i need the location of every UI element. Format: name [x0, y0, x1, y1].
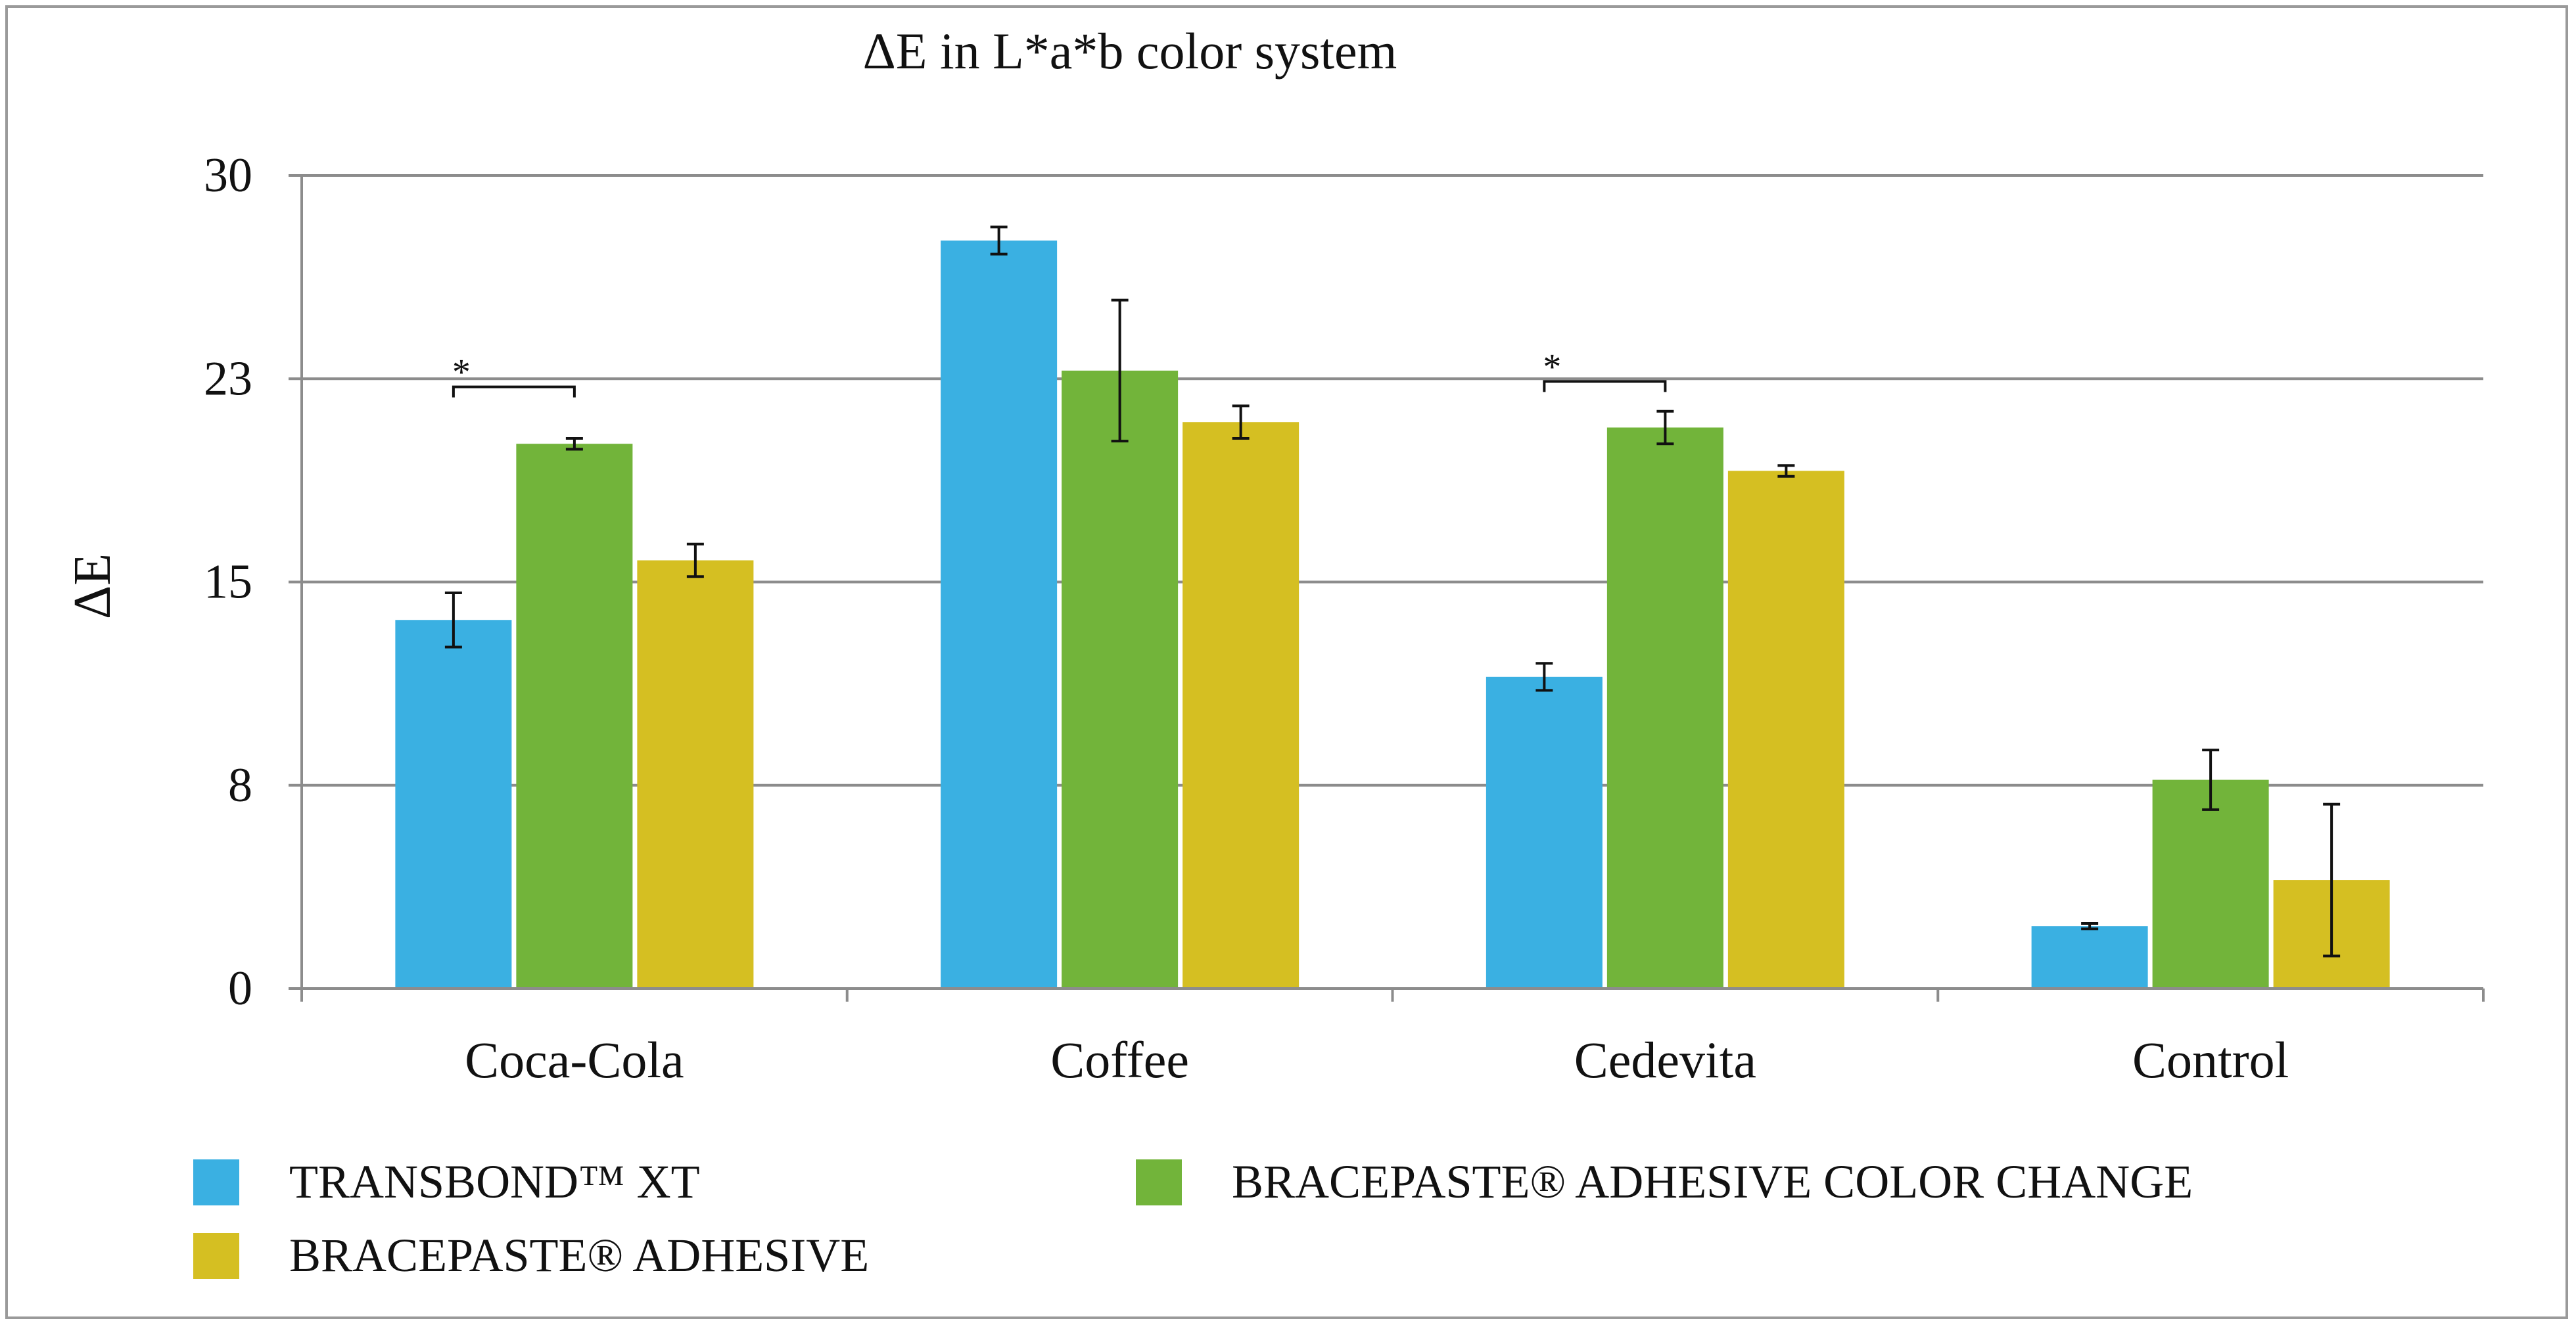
y-axis-ticks: 0 8 15 23 30: [204, 149, 302, 1015]
bar-coffee-series-2: [1062, 370, 1179, 989]
legend-item-bracepaste-adhesive: BRACEPASTE® ADHESIVE: [193, 1228, 869, 1283]
legend-label-bracepaste-color-change: BRACEPASTE® ADHESIVE COLOR CHANGE: [1232, 1155, 2193, 1208]
x-axis-tick-labels: Coca-Cola Coffee Cedevita Control: [465, 1031, 2289, 1088]
chart-title: ΔE in L*a*b color system: [863, 22, 1397, 80]
legend-swatch-transbond-xt: [193, 1159, 239, 1205]
significance-bracket-cedevita: [1543, 380, 1667, 392]
y-tick-label-15: 15: [204, 555, 252, 609]
bar-cedevita-series-3: [1727, 471, 1844, 989]
legend-item-bracepaste-color-change: BRACEPASTE® ADHESIVE COLOR CHANGE: [1136, 1155, 2193, 1209]
x-tick-label-cedevita: Cedevita: [1574, 1031, 1756, 1088]
significance-star-cedevita: *: [1543, 346, 1561, 387]
bar-coffee-series-3: [1183, 422, 1300, 989]
error-bars: [444, 225, 2341, 958]
bar-cedevita-series-2: [1606, 427, 1723, 989]
bar-control-series-2: [2152, 780, 2269, 989]
x-tick-label-control: Control: [2132, 1031, 2289, 1088]
chart-frame: ΔE in L*a*b color system ΔE 0 8 15 23 30 * * …: [5, 5, 2568, 1319]
legend-swatch-bracepaste-adhesive: [193, 1232, 239, 1279]
bar-cedevita-series-1: [1486, 676, 1603, 989]
legend-label-bracepaste-adhesive: BRACEPASTE® ADHESIVE: [289, 1229, 870, 1282]
y-tick-label-8: 8: [228, 758, 252, 812]
significance-star-coca-cola: *: [452, 352, 471, 393]
bar-coca-cola-series-1: [395, 620, 512, 989]
legend-label-transbond-xt: TRANSBOND™ XT: [289, 1155, 700, 1208]
bar-control-series-1: [2031, 926, 2148, 989]
y-tick-label-23: 23: [204, 352, 252, 406]
legend-swatch-bracepaste-color-change: [1136, 1159, 1182, 1205]
x-tick-label-coca-cola: Coca-Cola: [465, 1031, 684, 1088]
bar-coca-cola-series-2: [516, 444, 633, 989]
significance-annotations: * *: [452, 346, 1667, 398]
y-axis-label: ΔE: [64, 553, 122, 619]
bar-coca-cola-series-3: [637, 560, 754, 989]
y-tick-label-30: 30: [204, 149, 252, 202]
bar-coffee-series-1: [941, 240, 1058, 989]
legend-item-transbond-xt: TRANSBOND™ XT: [193, 1155, 700, 1209]
x-axis: [300, 175, 2485, 1002]
x-tick-label-coffee: Coffee: [1050, 1031, 1189, 1088]
y-tick-label-0: 0: [228, 962, 252, 1015]
bars: [395, 240, 2390, 989]
significance-bracket-coca-cola: [452, 385, 576, 398]
